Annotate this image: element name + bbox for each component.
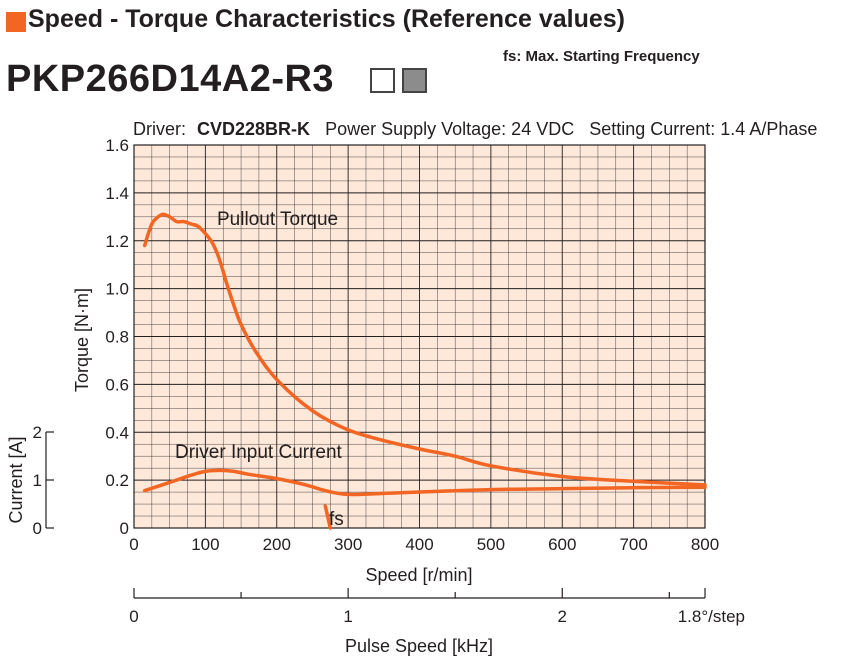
- driver-input-current-label: Driver Input Current: [175, 442, 343, 463]
- plot-frame: [133, 144, 706, 529]
- tick-labels: 0 1 2 0 0.2 0.4 0.6 0.8 1.0 1.2 1.4 1.6 0 100 200 300 40…: [33, 136, 720, 626]
- speed-tick-label: 300: [334, 535, 362, 554]
- pulse-tick-label: 1: [343, 607, 352, 626]
- speed-tick-label: 200: [263, 535, 291, 554]
- pulse-tick-label: 0: [129, 607, 138, 626]
- driver-info: Driver: CVD228BR-K Power Supply Voltage:…: [133, 119, 817, 139]
- driver-label: Driver:: [133, 119, 186, 139]
- curves: [142, 212, 707, 530]
- header-marker-square: [6, 12, 26, 32]
- driver-input-current-curve: [142, 468, 707, 497]
- torque-tick-label: 1.2: [105, 232, 129, 251]
- fs-marker: [323, 504, 333, 530]
- speed-tick-label: 600: [548, 535, 576, 554]
- speed-tick-label: 100: [191, 535, 219, 554]
- white-swatch-icon: [370, 68, 395, 93]
- gray-swatch-icon: [402, 68, 427, 93]
- torque-tick-label: 0.2: [105, 471, 129, 490]
- pullout-torque-label: Pullout Torque: [217, 209, 338, 230]
- step-angle-note: 1.8°/step: [678, 607, 745, 626]
- torque-tick-label: 0: [120, 519, 129, 538]
- current-tick-label: 2: [33, 423, 42, 442]
- torque-tick-label: 0.4: [105, 423, 129, 442]
- supply-voltage: Power Supply Voltage: 24 VDC: [325, 119, 574, 139]
- torque-tick-label: 1.6: [105, 136, 129, 155]
- torque-tick-label: 1.0: [105, 280, 129, 299]
- x-axis-label: Speed [r/min]: [365, 565, 472, 585]
- pulse-tick-label: 2: [558, 607, 567, 626]
- torque-tick-label: 1.4: [105, 184, 129, 203]
- fs-label: fs: [329, 509, 344, 530]
- y-axis-label: Torque [N·m]: [72, 288, 92, 392]
- fs-note: fs: Max. Starting Frequency: [503, 48, 700, 65]
- torque-tick-label: 0.6: [105, 375, 129, 394]
- speed-tick-label: 700: [619, 535, 647, 554]
- speed-tick-label: 500: [477, 535, 505, 554]
- pulse-speed-label: Pulse Speed [kHz]: [345, 636, 493, 656]
- current-tick-label: 1: [33, 471, 42, 490]
- model-name: PKP266D14A2-R3: [6, 58, 335, 100]
- torque-tick-label: 0.8: [105, 328, 129, 347]
- speed-tick-label: 800: [691, 535, 719, 554]
- speed-tick-label: 0: [129, 535, 138, 554]
- setting-current: Setting Current: 1.4 A/Phase: [589, 119, 817, 139]
- driver-model: CVD228BR-K: [197, 119, 310, 139]
- current-tick-label: 0: [33, 519, 42, 538]
- pullout-torque-curve: [142, 212, 707, 487]
- page-title: Speed - Torque Characteristics (Referenc…: [28, 5, 625, 33]
- axes: [45, 144, 706, 599]
- current-axis-label: Current [A]: [6, 436, 26, 523]
- speed-tick-label: 400: [405, 535, 433, 554]
